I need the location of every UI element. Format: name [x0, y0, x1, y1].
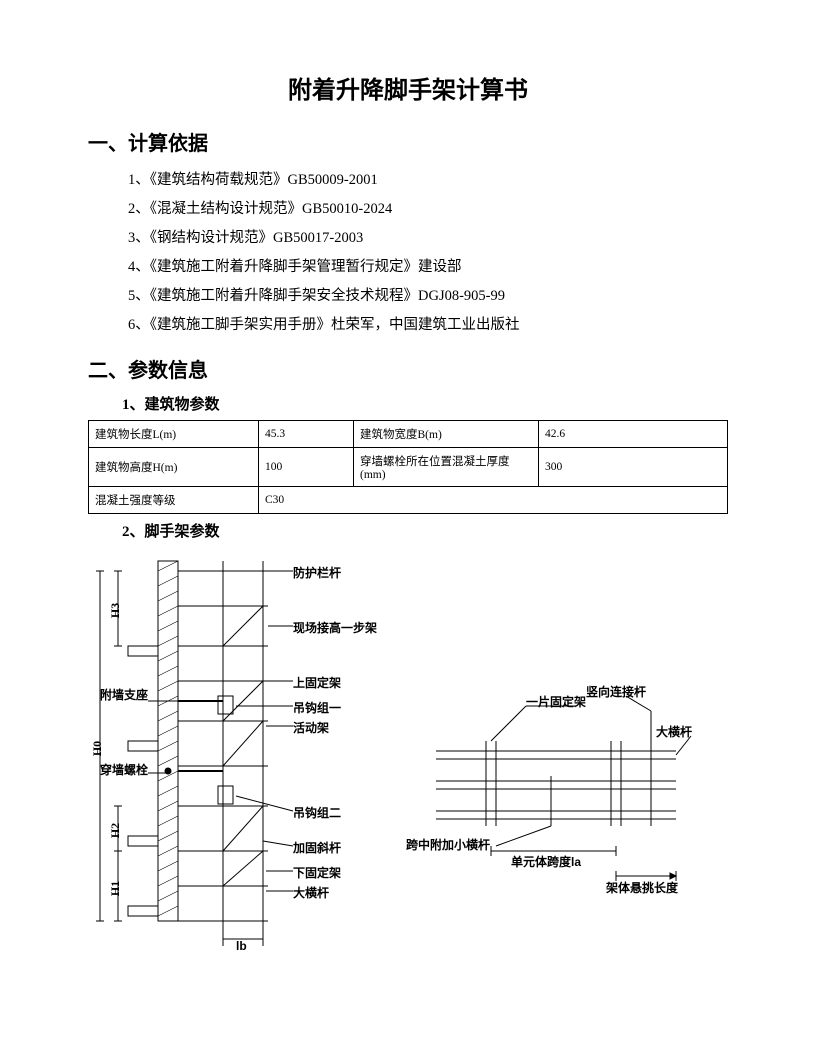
section1-heading: 一、计算依据 — [88, 127, 728, 156]
callout: 穿墙螺栓 — [88, 761, 148, 778]
list-item: 5、《建筑施工附着升降脚手架安全技术规程》DGJ08-905-99 — [128, 282, 728, 311]
basis-list: 1、《建筑结构荷载规范》GB50009-2001 2、《混凝土结构设计规范》GB… — [88, 166, 728, 340]
cell: 300 — [539, 448, 728, 487]
cell: 建筑物高度H(m) — [89, 448, 259, 487]
callout: 跨中附加小横杆 — [406, 836, 490, 853]
callout: 单元体跨度la — [511, 853, 581, 870]
elevation-diagram: H0 H3 H2 H1 lb 防护栏杆 现场接高一步架 上固定架 吊钩组一 活动… — [88, 551, 398, 951]
callout: 大横杆 — [293, 884, 329, 901]
list-item: 1、《建筑结构荷载规范》GB50009-2001 — [128, 166, 728, 195]
list-item: 3、《钢结构设计规范》GB50017-2003 — [128, 224, 728, 253]
dim-lb: lb — [236, 939, 247, 953]
table-row: 混凝土强度等级 C30 — [89, 487, 728, 514]
list-item: 4、《建筑施工附着升降脚手架管理暂行规定》建设部 — [128, 253, 728, 282]
callout: 防护栏杆 — [293, 564, 341, 581]
dim-h1: H1 — [108, 881, 123, 896]
callout: 加固斜杆 — [293, 839, 341, 856]
cell: 45.3 — [259, 421, 354, 448]
callout: 活动架 — [293, 719, 329, 736]
callout: 附墙支座 — [88, 686, 148, 703]
callout: 下固定架 — [293, 864, 341, 881]
plan-diagram: 一片固定架 竖向连接杆 大横杆 跨中附加小横杆 单元体跨度la 架体悬挑长度 — [426, 681, 706, 891]
sub1-heading: 1、建筑物参数 — [122, 393, 728, 414]
diagram-area: H0 H3 H2 H1 lb 防护栏杆 现场接高一步架 上固定架 吊钩组一 活动… — [88, 551, 728, 951]
dim-h2: H2 — [108, 823, 123, 838]
dim-h0: H0 — [90, 741, 105, 756]
cell: 穿墙螺栓所在位置混凝土厚度(mm) — [354, 448, 539, 487]
callout: 架体悬挑长度 — [606, 879, 678, 896]
callout: 一片固定架 — [526, 693, 586, 710]
list-item: 6、《建筑施工脚手架实用手册》杜荣军，中国建筑工业出版社 — [128, 311, 728, 340]
callout: 吊钩组一 — [293, 699, 341, 716]
table-row: 建筑物高度H(m) 100 穿墙螺栓所在位置混凝土厚度(mm) 300 — [89, 448, 728, 487]
dim-h3: H3 — [108, 603, 123, 618]
page-title: 附着升降脚手架计算书 — [88, 70, 728, 105]
table-row: 建筑物长度L(m) 45.3 建筑物宽度B(m) 42.6 — [89, 421, 728, 448]
cell: C30 — [259, 487, 728, 514]
cell: 建筑物长度L(m) — [89, 421, 259, 448]
building-params-table: 建筑物长度L(m) 45.3 建筑物宽度B(m) 42.6 建筑物高度H(m) … — [88, 420, 728, 514]
cell: 100 — [259, 448, 354, 487]
cell: 混凝土强度等级 — [89, 487, 259, 514]
callout: 大横杆 — [656, 723, 692, 740]
sub2-heading: 2、脚手架参数 — [122, 520, 728, 541]
callout: 吊钩组二 — [293, 804, 341, 821]
section2-heading: 二、参数信息 — [88, 354, 728, 383]
callout: 竖向连接杆 — [586, 683, 646, 700]
cell: 建筑物宽度B(m) — [354, 421, 539, 448]
callout: 上固定架 — [293, 674, 341, 691]
list-item: 2、《混凝土结构设计规范》GB50010-2024 — [128, 195, 728, 224]
callout: 现场接高一步架 — [293, 619, 377, 636]
cell: 42.6 — [539, 421, 728, 448]
